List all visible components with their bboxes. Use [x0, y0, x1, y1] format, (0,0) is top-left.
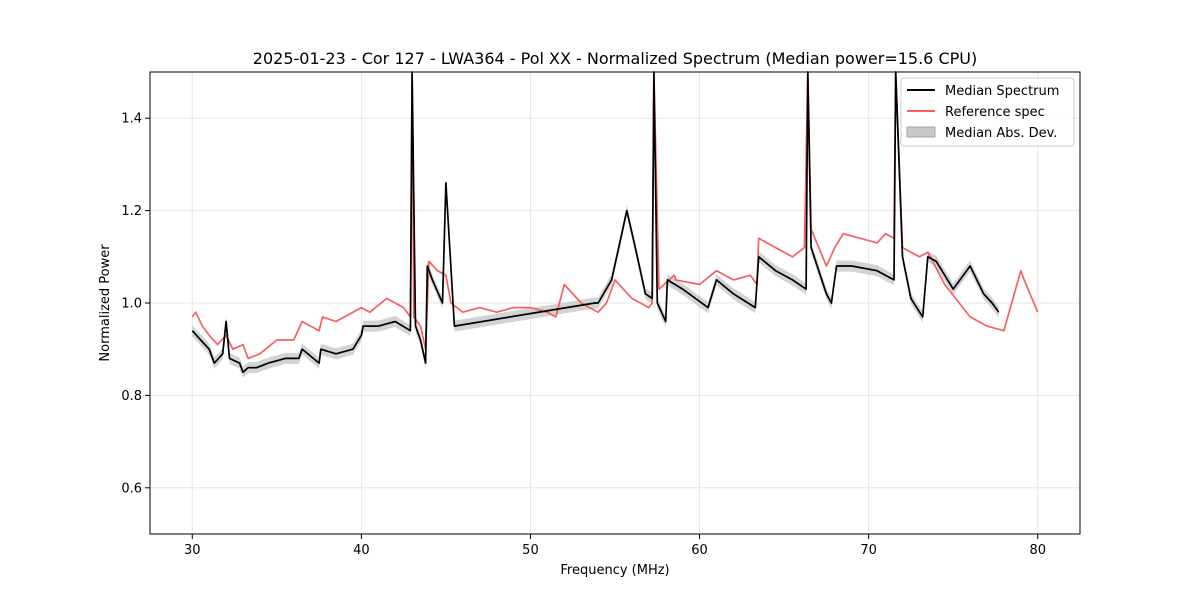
- legend-swatch-mad: [906, 126, 936, 138]
- y-tick-label: 1.2: [121, 204, 142, 219]
- legend-label-reference: Reference spec: [945, 105, 1045, 120]
- y-tick-label: 0.8: [121, 389, 142, 404]
- y-tick-label: 1.0: [121, 297, 142, 312]
- y-axis-label: Normalized Power: [98, 244, 113, 362]
- chart-title: 2025-01-23 - Cor 127 - LWA364 - Pol XX -…: [253, 49, 977, 68]
- legend-label-median: Median Spectrum: [945, 84, 1059, 99]
- y-tick-label: 1.4: [121, 112, 142, 127]
- y-tick-label: 0.6: [121, 481, 142, 496]
- legend: Median Spectrum Reference spec Median Ab…: [900, 77, 1075, 147]
- x-tick-label: 60: [691, 543, 708, 558]
- x-axis-label: Frequency (MHz): [560, 563, 669, 578]
- x-tick-label: 70: [860, 543, 877, 558]
- legend-box: [900, 77, 1075, 147]
- series-line-median-spectrum: [191, 71, 1000, 374]
- x-tick-label: 30: [184, 543, 201, 558]
- series-line-reference-spec: [191, 71, 1039, 360]
- series-layer: [191, 71, 1039, 374]
- legend-label-mad: Median Abs. Dev.: [945, 126, 1057, 141]
- x-tick-label: 50: [522, 543, 539, 558]
- y-ticks: 0.6 0.8 1.0 1.2 1.4: [121, 112, 150, 496]
- x-ticks: 30 40 50 60 70 80: [184, 534, 1046, 558]
- x-tick-label: 40: [353, 543, 370, 558]
- x-tick-label: 80: [1029, 543, 1046, 558]
